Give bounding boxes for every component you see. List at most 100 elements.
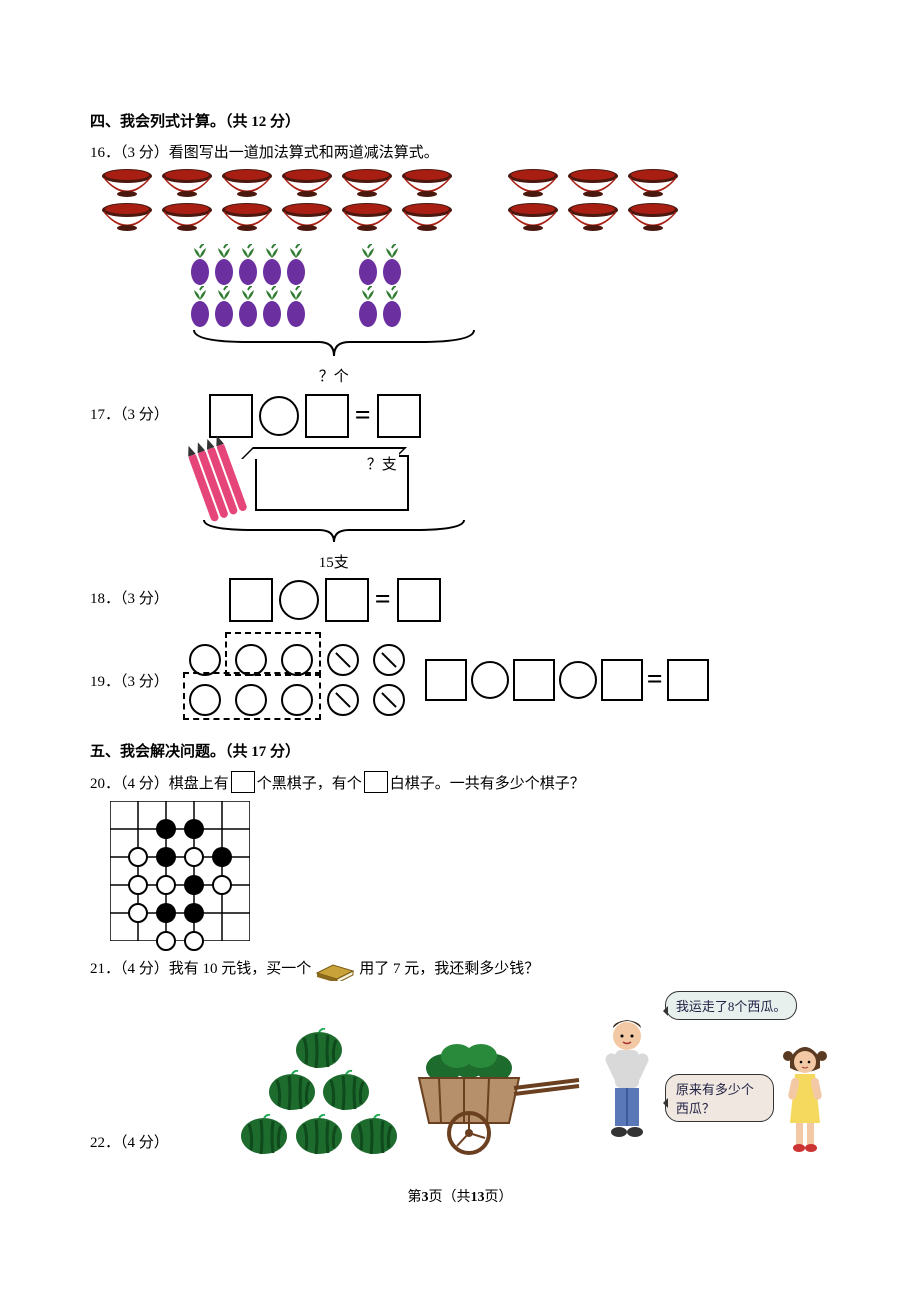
eggplant-icon — [237, 244, 259, 286]
bowl-icon — [506, 168, 560, 198]
white-stone-icon — [184, 931, 204, 951]
crossed-circle-icon — [373, 644, 405, 676]
black-stone-icon — [184, 903, 204, 923]
q20: 20．（4 分） 棋盘上有 个黑棋子，有个 白棋子。一共有多少个棋子？ — [90, 771, 830, 793]
q18-label: 18．（3 分） — [90, 587, 169, 608]
bowl-icon — [566, 168, 620, 198]
answer-box[interactable] — [513, 659, 555, 701]
q22-figure: 我运走了8个西瓜。 原来有多少个西瓜？ — [229, 991, 830, 1158]
answer-box[interactable] — [364, 771, 388, 793]
white-stone-icon — [128, 903, 148, 923]
answer-box[interactable] — [667, 659, 709, 701]
black-stone-icon — [184, 819, 204, 839]
bowl-icon — [626, 202, 680, 232]
eggplant-icon — [213, 244, 235, 286]
watermelon-icon — [349, 1114, 399, 1156]
bowl-icon — [220, 168, 274, 198]
operator-box[interactable] — [559, 661, 597, 699]
crossed-circle-icon — [373, 684, 405, 716]
eggplant-icon — [189, 286, 211, 328]
eggplant-icon — [357, 244, 379, 286]
q16: 16．（3 分） 看图写出一道加法算式和两道减法算式。 — [90, 141, 830, 162]
bowl-icon — [400, 168, 454, 198]
watermelon-icon — [267, 1070, 317, 1112]
bowl-icon — [280, 202, 334, 232]
black-stone-icon — [212, 847, 232, 867]
black-stone-icon — [156, 847, 176, 867]
answer-box[interactable] — [229, 578, 273, 622]
white-stone-icon — [156, 931, 176, 951]
bowl-icon — [160, 168, 214, 198]
bowl-icon — [340, 202, 394, 232]
watermelon-icon — [294, 1028, 344, 1070]
circle-icon — [281, 684, 313, 716]
brace-icon — [199, 518, 469, 546]
circle-icon — [235, 684, 267, 716]
q21: 21．（4 分） 我有 10 元钱，买一个 用了 7 元，我还剩多少钱？ — [90, 953, 830, 981]
eggplant-icon — [285, 286, 307, 328]
q20-goboard — [110, 801, 250, 941]
equals-sign: = — [647, 664, 663, 696]
black-stone-icon — [156, 903, 176, 923]
q19-label: 19．（3 分） — [90, 670, 169, 691]
q19-equation: = — [425, 659, 709, 701]
eggplant-icon — [261, 286, 283, 328]
watermelon-icon — [294, 1114, 344, 1156]
circle-icon — [235, 644, 267, 676]
q21-label: 21．（4 分） — [90, 957, 169, 978]
bowl-icon — [400, 202, 454, 232]
eggplant-icon — [357, 286, 379, 328]
q21-t2: 用了 7 元，我还剩多少钱？ — [359, 957, 539, 978]
q19-figure: = — [189, 636, 709, 724]
section5-title: 五、我会解决问题。（共 17 分） — [90, 740, 830, 761]
answer-box[interactable] — [397, 578, 441, 622]
watermelon-icon — [321, 1070, 371, 1112]
circle-icon — [281, 644, 313, 676]
bowl-icon — [100, 202, 154, 232]
speech-bubble-1: 我运走了8个西瓜。 — [665, 991, 798, 1020]
q20-t2: 个黑棋子，有个 — [257, 772, 362, 793]
answer-box[interactable] — [305, 394, 349, 438]
answer-box[interactable] — [209, 394, 253, 438]
bowl-icon — [340, 168, 394, 198]
q16-text: 看图写出一道加法算式和两道减法算式。 — [169, 141, 439, 162]
q16-figure-bowls — [90, 168, 830, 232]
q18-equation: = — [229, 578, 469, 622]
bowl-icon — [506, 202, 560, 232]
answer-box[interactable] — [231, 771, 255, 793]
white-stone-icon — [128, 875, 148, 895]
q17-label: 17．（3 分） — [90, 403, 169, 424]
black-stone-icon — [184, 875, 204, 895]
equals-sign: = — [355, 400, 371, 432]
q18-brace-label: 15支 — [199, 551, 469, 572]
white-stone-icon — [156, 875, 176, 895]
cart-icon — [409, 1038, 589, 1158]
q16-label: 16．（3 分） — [90, 141, 169, 162]
eggplant-icon — [381, 286, 403, 328]
circle-icon — [189, 684, 221, 716]
page-footer: 第3页（共13页） — [90, 1186, 830, 1206]
bowl-icon — [220, 202, 274, 232]
answer-box[interactable] — [425, 659, 467, 701]
operator-box[interactable] — [471, 661, 509, 699]
man-icon — [597, 1018, 657, 1158]
book-icon — [313, 953, 357, 981]
white-stone-icon — [184, 847, 204, 867]
q20-t1: 棋盘上有 — [169, 772, 229, 793]
operator-box[interactable] — [279, 580, 319, 620]
operator-box[interactable] — [259, 396, 299, 436]
answer-box[interactable] — [325, 578, 369, 622]
crossed-circle-icon — [327, 684, 359, 716]
eggplant-icon — [237, 286, 259, 328]
circle-icon — [189, 644, 221, 676]
q20-t3: 白棋子。一共有多少个棋子？ — [390, 772, 585, 793]
answer-box[interactable] — [377, 394, 421, 438]
crossed-circle-icon — [327, 644, 359, 676]
black-stone-icon — [156, 819, 176, 839]
eggplant-icon — [261, 244, 283, 286]
pencil-box-icon: ？支 — [255, 455, 409, 511]
answer-box[interactable] — [601, 659, 643, 701]
q18-figure: ？支 — [199, 448, 469, 518]
equals-sign: = — [375, 584, 391, 616]
white-stone-icon — [212, 875, 232, 895]
